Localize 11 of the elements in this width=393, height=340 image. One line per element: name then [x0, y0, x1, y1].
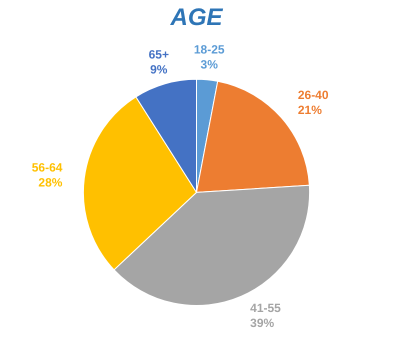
slice-label: 26-40	[298, 88, 329, 102]
data-label: 3%	[200, 58, 218, 72]
data-label: 9%	[150, 62, 168, 76]
slice-label: 18-25	[194, 42, 225, 57]
chart-title: AGE	[169, 4, 224, 32]
slice-label: 41-55	[250, 301, 282, 316]
data-label: 28%	[38, 175, 63, 190]
slice-label: 65+	[148, 47, 169, 62]
data-label: 39%	[250, 316, 274, 330]
data-label: 21%	[298, 102, 322, 117]
slice-label: 56-64	[32, 160, 63, 174]
